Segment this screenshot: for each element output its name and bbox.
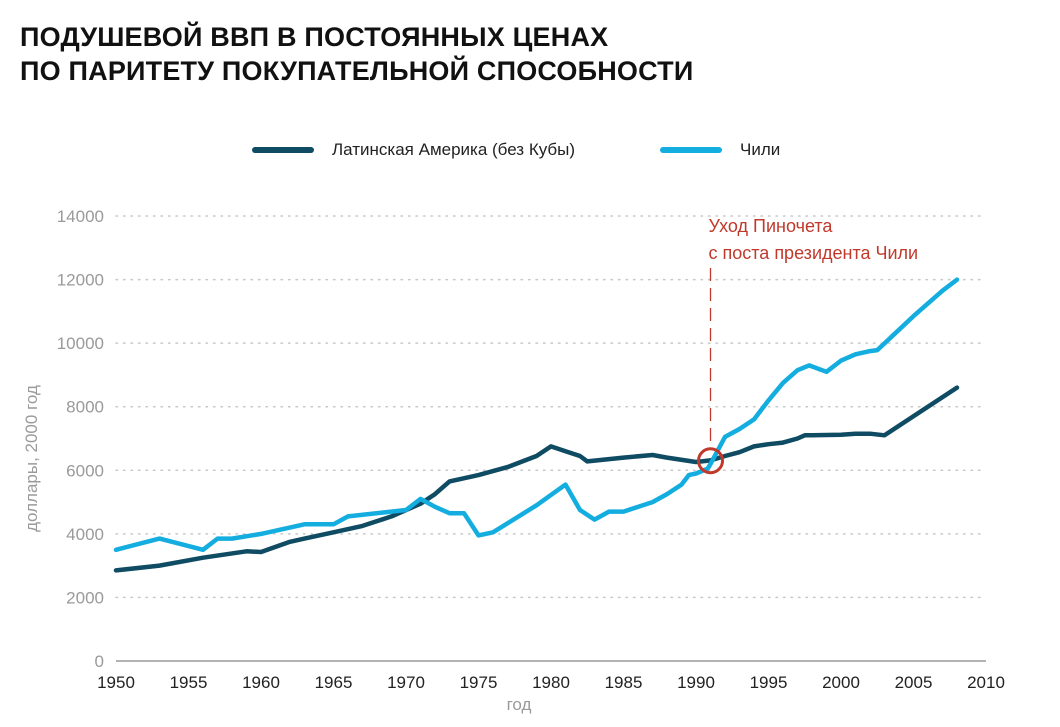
annotation-circle-marker [697,447,724,475]
x-tick-label: 1990 [677,673,715,692]
chart-title-line-2: ПО ПАРИТЕТУ ПОКУПАТЕЛЬНОЙ СПОСОБНОСТИ [20,56,694,86]
y-tick-label: 6000 [66,461,104,480]
chart-title-line-1: ПОДУШЕВОЙ ВВП В ПОСТОЯННЫХ ЦЕНАХ [20,22,609,52]
x-axis-tick-labels: 1950 1955 1960 1965 1970 1975 1980 1985 1990 1995… [97,673,1005,692]
series-line-chile [113,277,960,553]
y-tick-label: 8000 [66,398,104,417]
y-tick-label: 0 [95,652,104,671]
series-line-latam [113,385,960,573]
legend-label-latam: Латинская Америка (без Кубы) [332,140,576,159]
x-axis-label: год [507,695,532,714]
annotation-text-line-2: с поста президента Чили [709,243,919,263]
x-tick-label: 1950 [97,673,135,692]
x-tick-label: 2005 [895,673,933,692]
y-axis-tick-labels: 0 2000 4000 6000 8000 10000 12000 14000 [57,207,104,671]
series-lines [113,277,960,573]
y-tick-label: 14000 [57,207,104,226]
x-tick-label: 2010 [967,673,1005,692]
legend-item-latam: Латинская Америка (без Кубы) [252,140,575,160]
grid-lines [115,215,987,599]
legend-swatch-chile [660,147,722,153]
x-tick-label: 1995 [750,673,788,692]
x-tick-label: 1985 [605,673,643,692]
legend-label-chile: Чили [740,140,781,159]
x-tick-label: 1970 [387,673,425,692]
y-tick-label: 10000 [57,334,104,353]
x-tick-label: 1955 [170,673,208,692]
annotation-text-line-1: Уход Пиночета [709,216,834,236]
y-axis-label: доллары, 2000 год [22,385,41,532]
x-tick-label: 2000 [822,673,860,692]
y-tick-label: 4000 [66,525,104,544]
y-tick-label: 12000 [57,271,104,290]
legend-swatch-latam [252,147,314,153]
chart-title: ПОДУШЕВОЙ ВВП В ПОСТОЯННЫХ ЦЕНАХ ПО ПАРИ… [20,20,693,88]
x-tick-label: 1965 [315,673,353,692]
x-tick-label: 1960 [242,673,280,692]
x-tick-label: 1975 [460,673,498,692]
y-tick-label: 2000 [66,588,104,607]
chart-legend: Латинская Америка (без Кубы) Чили [0,140,1060,164]
legend-item-chile: Чили [660,140,780,160]
x-tick-label: 1980 [532,673,570,692]
annotation-pinochet: Уход Пиночета с поста президента Чили [709,216,919,449]
